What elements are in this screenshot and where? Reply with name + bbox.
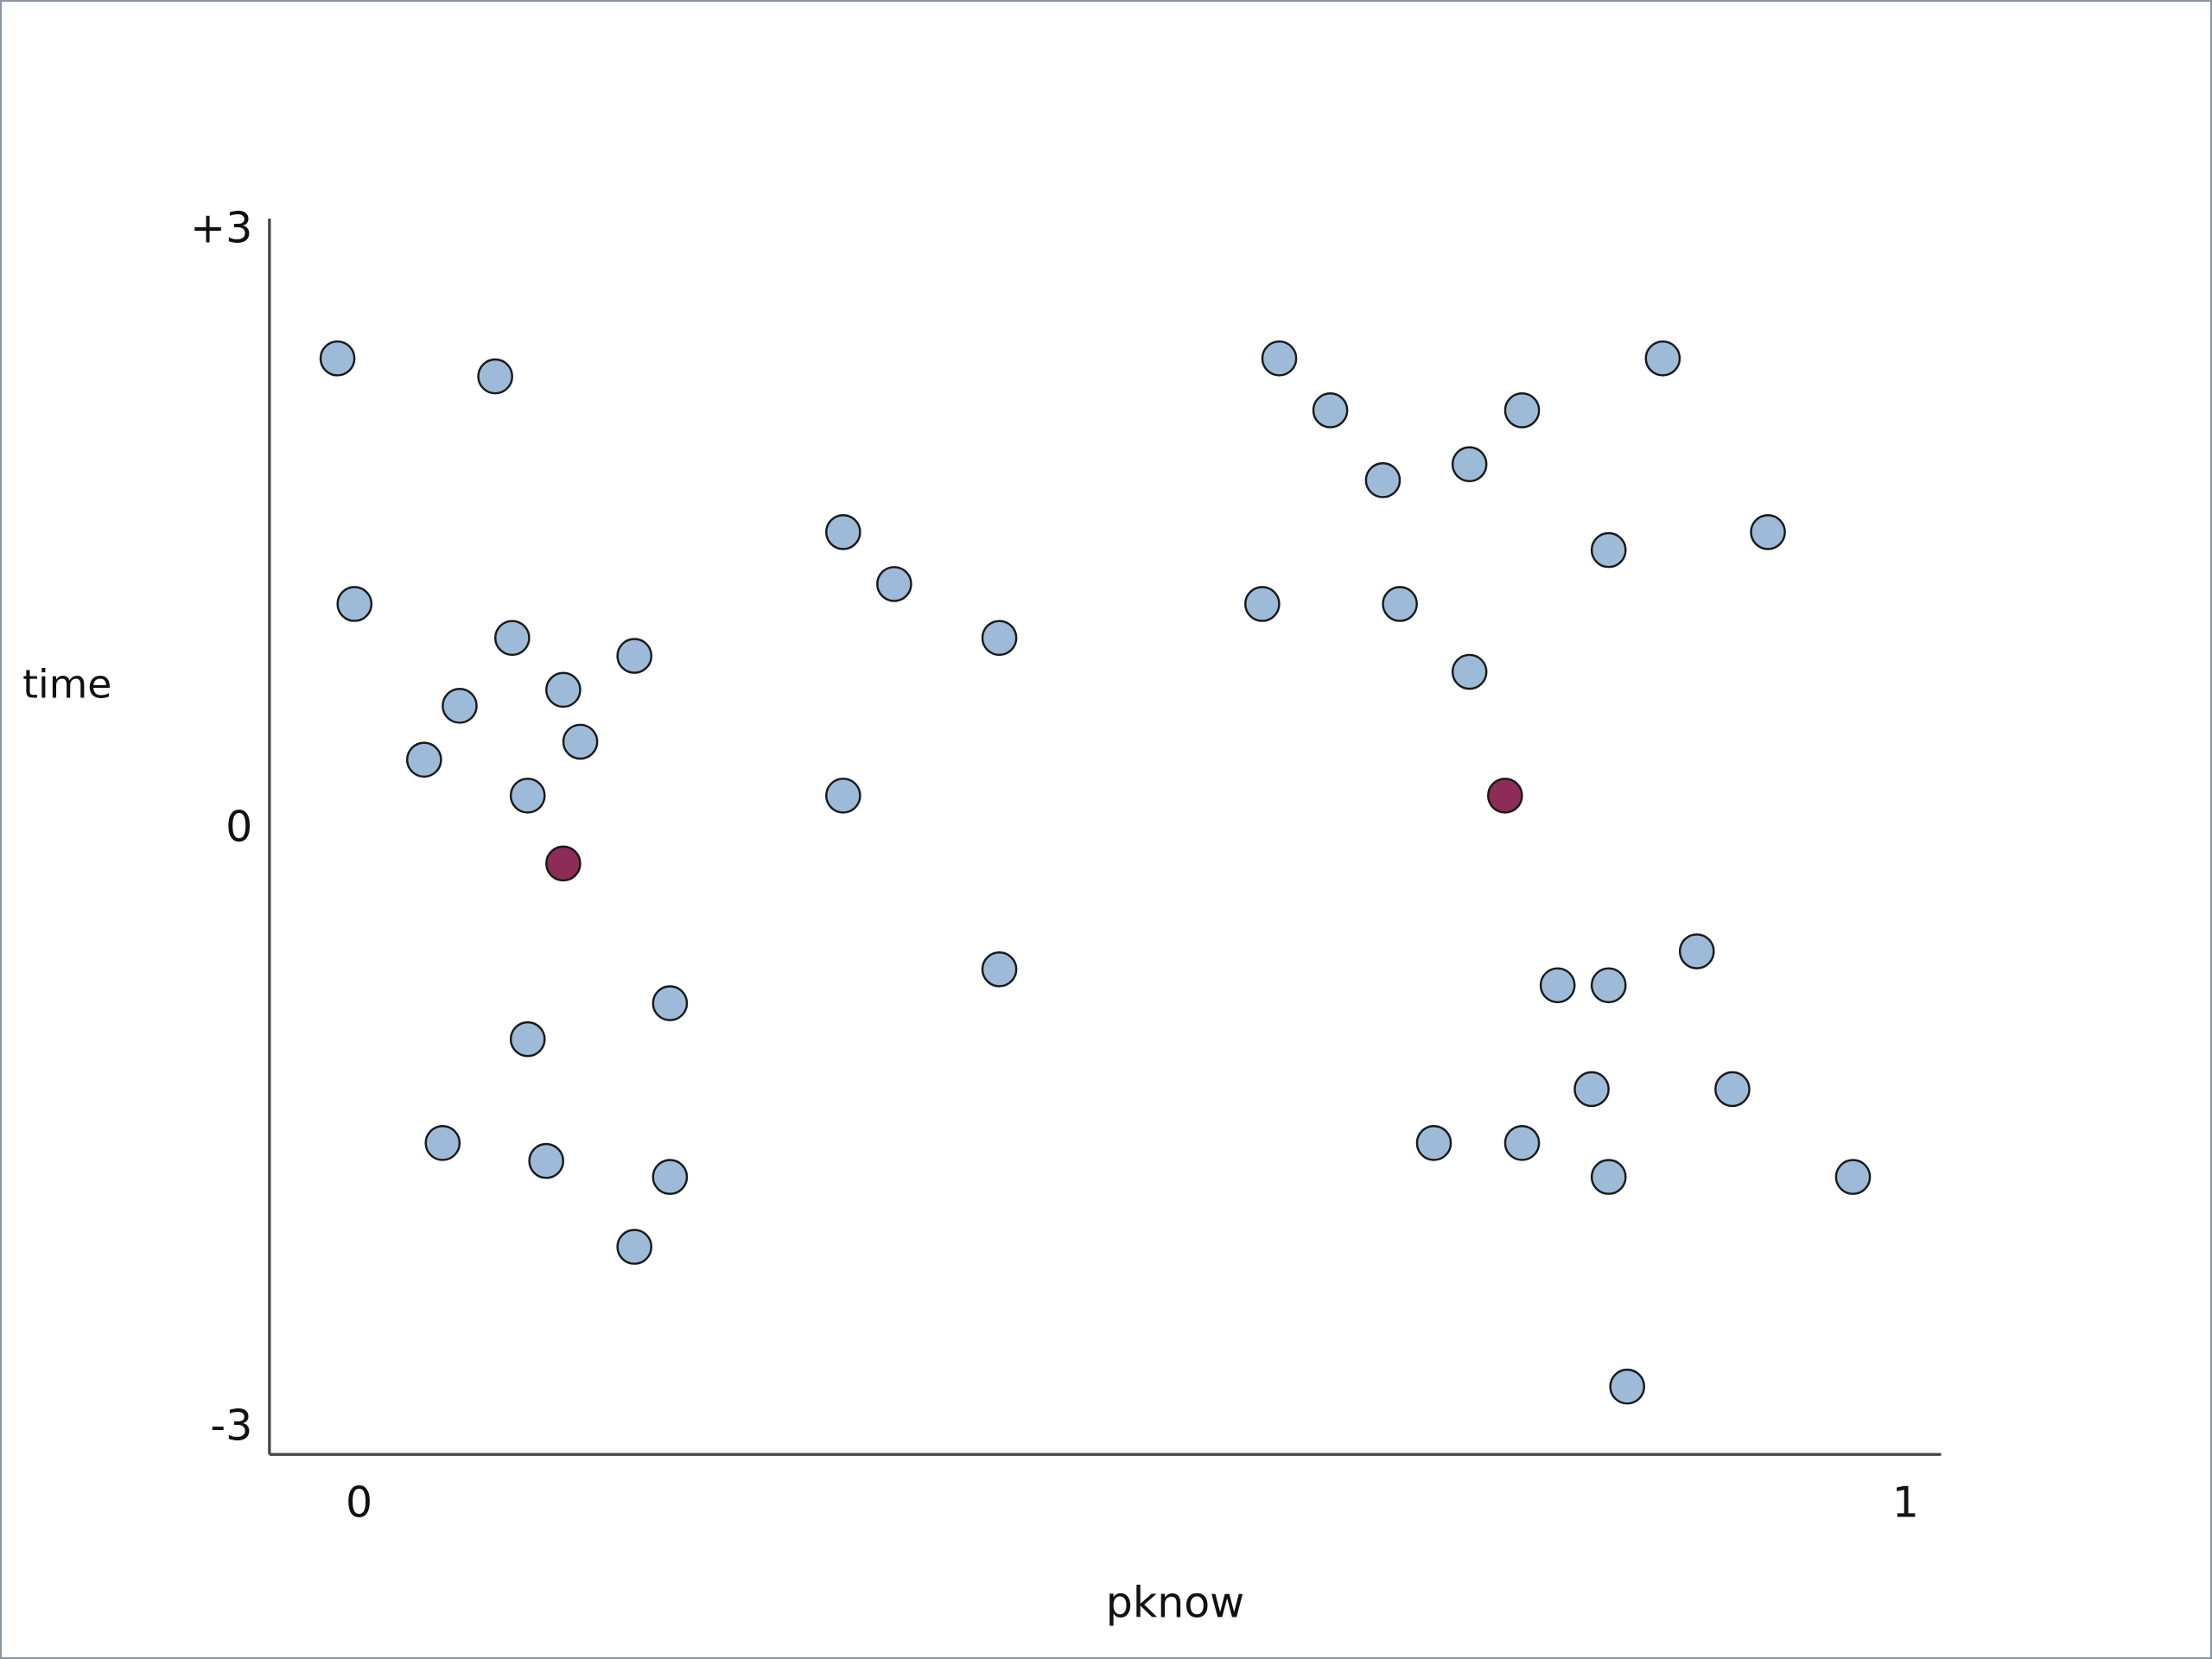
point: [1312, 392, 1349, 429]
point: [652, 1159, 689, 1195]
y-tick-label: -3: [210, 1402, 252, 1451]
point: [1644, 340, 1681, 377]
point: [336, 586, 373, 622]
point: [1590, 531, 1627, 569]
point: [494, 620, 531, 657]
point: [1503, 1125, 1541, 1161]
point: [509, 1020, 546, 1058]
point: [981, 950, 1018, 988]
point: [1244, 586, 1281, 622]
point: [981, 620, 1018, 657]
point: [528, 1142, 565, 1179]
x-tick-label: 1: [1892, 1478, 1919, 1528]
point: [825, 777, 861, 814]
y-tick-label: 0: [226, 803, 252, 852]
y-axis-label: time: [22, 662, 111, 708]
point: [1678, 933, 1715, 969]
point: [1590, 1159, 1627, 1195]
point: [1415, 1125, 1452, 1161]
point: [1382, 586, 1418, 622]
point: [1364, 461, 1402, 499]
point: [562, 723, 599, 760]
point: [616, 638, 653, 674]
point: [545, 845, 582, 882]
point: [1503, 392, 1541, 429]
point: [1714, 1071, 1751, 1108]
point: [652, 985, 689, 1021]
point: [1573, 1071, 1610, 1108]
point: [1539, 967, 1576, 1004]
x-tick-label: 0: [346, 1478, 372, 1528]
point: [1487, 777, 1523, 814]
point: [477, 358, 513, 395]
point: [545, 671, 582, 709]
point: [1590, 967, 1627, 1004]
point: [442, 688, 478, 724]
x-axis-label: pknow: [1106, 1578, 1245, 1627]
point: [405, 741, 442, 779]
point: [1750, 513, 1786, 550]
point: [1609, 1368, 1646, 1405]
point: [319, 340, 356, 377]
point: [424, 1125, 461, 1161]
point: [1451, 446, 1488, 483]
point: [1261, 340, 1298, 377]
point: [1451, 653, 1488, 690]
point: [616, 1229, 653, 1265]
point: [509, 777, 546, 814]
point: [825, 513, 861, 550]
point: [1834, 1159, 1872, 1195]
point: [876, 566, 912, 602]
y-tick-label: +3: [190, 203, 252, 252]
